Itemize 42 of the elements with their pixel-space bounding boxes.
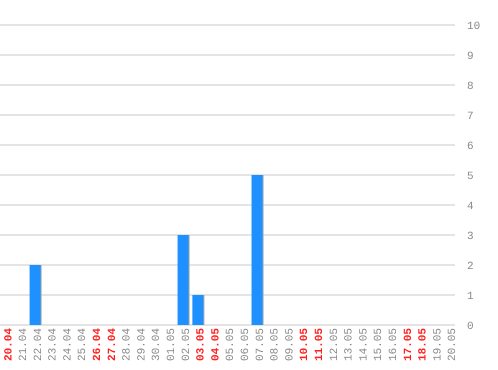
x-tick-label: 02.05 bbox=[180, 328, 193, 362]
x-tick-label: 30.04 bbox=[151, 328, 164, 362]
x-tick-label: 23.04 bbox=[48, 328, 60, 362]
x-tick-label: 21.04 bbox=[18, 328, 30, 362]
y-tick-label: 0 bbox=[467, 320, 474, 333]
x-tick-label: 20.04 bbox=[3, 328, 16, 362]
x-tick-label: 07.05 bbox=[254, 328, 267, 362]
x-tick-label: 15.05 bbox=[373, 328, 386, 362]
x-tick-label: 01.05 bbox=[166, 328, 178, 362]
x-tick-label: 16.05 bbox=[388, 328, 400, 362]
x-tick-label: 26.04 bbox=[92, 328, 104, 362]
y-tick-label: 2 bbox=[467, 260, 474, 273]
y-tick-label: 6 bbox=[467, 140, 474, 153]
x-tick-label: 28.04 bbox=[122, 328, 134, 362]
y-tick-label: 9 bbox=[467, 50, 474, 63]
x-tick-label: 19.05 bbox=[432, 328, 444, 362]
y-tick-label: 10 bbox=[467, 20, 480, 33]
x-tick-label: 03.05 bbox=[196, 328, 208, 362]
x-tick-label: 18.05 bbox=[418, 328, 430, 362]
x-tick-label: 13.05 bbox=[344, 328, 356, 362]
x-tick-label: 20.05 bbox=[447, 328, 460, 362]
y-tick-label: 5 bbox=[467, 170, 474, 183]
x-tick-label: 12.05 bbox=[328, 328, 341, 362]
x-tick-label: 25.04 bbox=[77, 328, 90, 362]
y-tick-label: 4 bbox=[467, 200, 474, 213]
y-tick-label: 8 bbox=[467, 80, 474, 93]
x-tick-label: 08.05 bbox=[270, 328, 282, 362]
x-tick-label: 10.05 bbox=[299, 328, 312, 362]
x-tick-label: 05.05 bbox=[225, 328, 238, 362]
x-tick-label: 11.05 bbox=[314, 328, 326, 362]
x-tick-label: 29.04 bbox=[136, 328, 148, 362]
x-tick-label: 27.04 bbox=[106, 328, 119, 362]
y-tick-label: 7 bbox=[467, 110, 474, 123]
x-tick-label: 14.05 bbox=[358, 328, 370, 362]
x-tick-label: 06.05 bbox=[240, 328, 252, 362]
x-tick-label: 22.04 bbox=[32, 328, 45, 362]
x-tick-label: 04.05 bbox=[210, 328, 222, 362]
x-tick-label: 09.05 bbox=[284, 328, 296, 362]
x-tick-label: 17.05 bbox=[402, 328, 415, 362]
x-tick-label: 24.04 bbox=[62, 328, 74, 362]
y-tick-label: 1 bbox=[467, 290, 474, 303]
y-tick-label: 3 bbox=[467, 230, 474, 243]
